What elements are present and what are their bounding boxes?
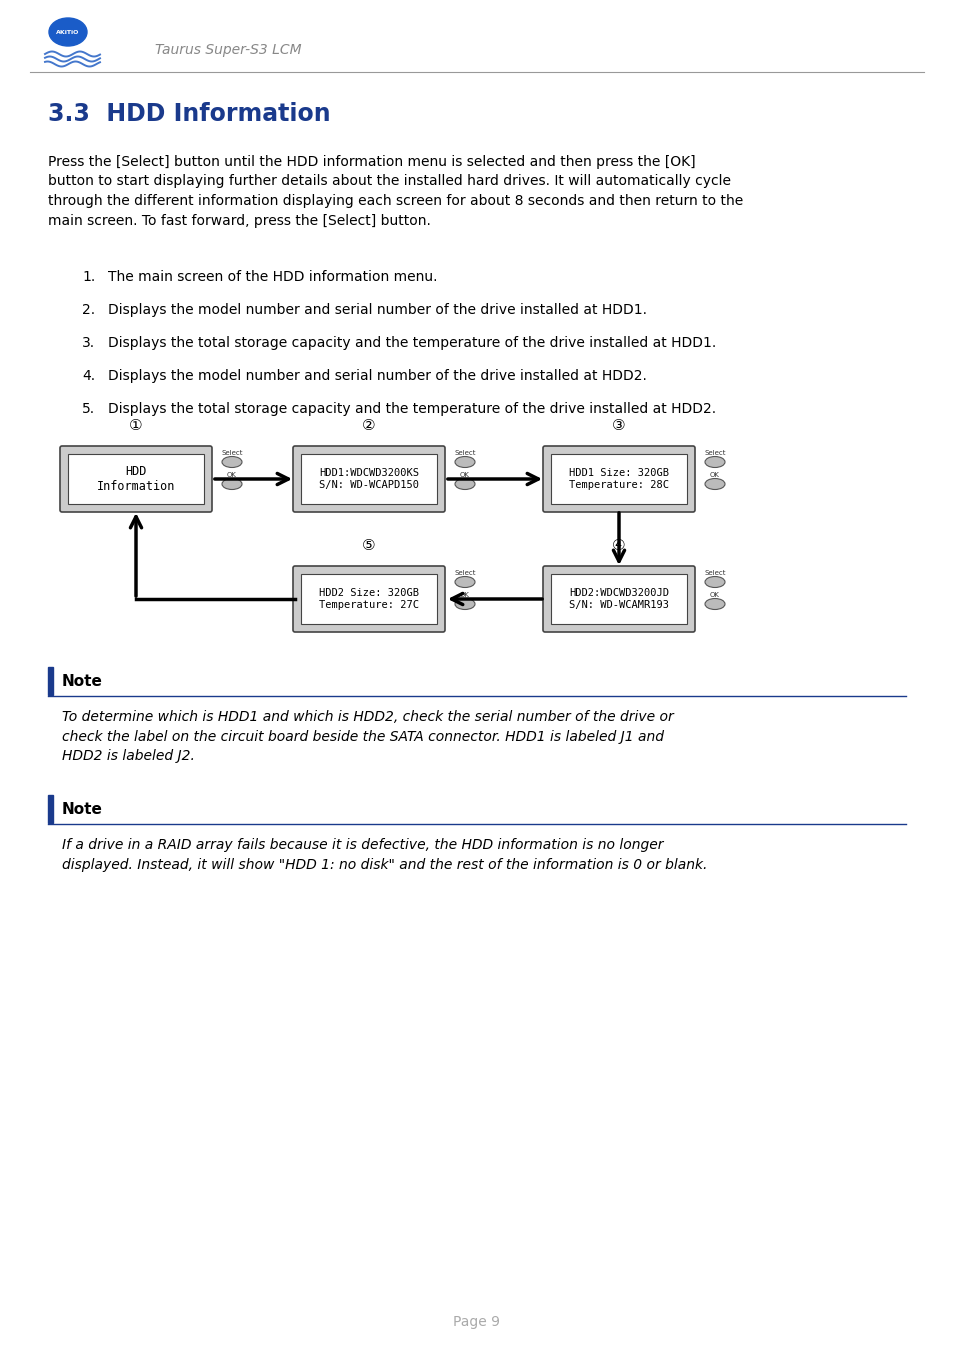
Text: HDD1:WDCWD3200KS
S/N: WD-WCAPD150: HDD1:WDCWD3200KS S/N: WD-WCAPD150 bbox=[318, 468, 418, 490]
FancyBboxPatch shape bbox=[68, 454, 204, 504]
FancyBboxPatch shape bbox=[301, 574, 436, 624]
Text: OK: OK bbox=[459, 472, 470, 478]
Text: Select: Select bbox=[703, 450, 725, 456]
Ellipse shape bbox=[704, 598, 724, 609]
Bar bbox=[48, 795, 53, 824]
Text: Press the [Select] button until the HDD information menu is selected and then pr: Press the [Select] button until the HDD … bbox=[48, 155, 742, 228]
Text: HDD2:WDCWD3200JD
S/N: WD-WCAMR193: HDD2:WDCWD3200JD S/N: WD-WCAMR193 bbox=[568, 589, 668, 610]
Text: ③: ③ bbox=[612, 418, 625, 433]
Text: Displays the total storage capacity and the temperature of the drive installed a: Displays the total storage capacity and … bbox=[108, 402, 716, 416]
Text: HDD2 Size: 320GB
Temperature: 27C: HDD2 Size: 320GB Temperature: 27C bbox=[318, 589, 418, 610]
Text: ④: ④ bbox=[612, 539, 625, 553]
Text: Select: Select bbox=[454, 450, 476, 456]
Text: The main screen of the HDD information menu.: The main screen of the HDD information m… bbox=[108, 270, 437, 284]
Text: ①: ① bbox=[129, 418, 143, 433]
Text: 3.: 3. bbox=[82, 336, 95, 350]
Text: OK: OK bbox=[227, 472, 236, 478]
Text: To determine which is HDD1 and which is HDD2, check the serial number of the dri: To determine which is HDD1 and which is … bbox=[62, 710, 673, 763]
Text: Page 9: Page 9 bbox=[453, 1315, 500, 1328]
Text: OK: OK bbox=[459, 593, 470, 598]
Text: 1.: 1. bbox=[82, 270, 95, 284]
FancyBboxPatch shape bbox=[293, 566, 444, 632]
Text: 4.: 4. bbox=[82, 369, 95, 383]
Ellipse shape bbox=[222, 478, 242, 490]
Text: Note: Note bbox=[62, 802, 103, 817]
Text: HDD
Information: HDD Information bbox=[96, 464, 175, 493]
Text: OK: OK bbox=[709, 472, 720, 478]
Ellipse shape bbox=[704, 478, 724, 490]
Text: OK: OK bbox=[709, 593, 720, 598]
Text: Note: Note bbox=[62, 674, 103, 688]
Text: 5.: 5. bbox=[82, 402, 95, 416]
Ellipse shape bbox=[455, 576, 475, 587]
Text: Displays the model number and serial number of the drive installed at HDD1.: Displays the model number and serial num… bbox=[108, 302, 646, 317]
Text: 3.3  HDD Information: 3.3 HDD Information bbox=[48, 103, 331, 126]
FancyBboxPatch shape bbox=[60, 446, 212, 512]
Ellipse shape bbox=[704, 576, 724, 587]
Ellipse shape bbox=[222, 456, 242, 467]
Text: If a drive in a RAID array fails because it is defective, the HDD information is: If a drive in a RAID array fails because… bbox=[62, 838, 706, 872]
FancyBboxPatch shape bbox=[301, 454, 436, 504]
Text: AKiTiO: AKiTiO bbox=[56, 30, 80, 35]
Ellipse shape bbox=[455, 456, 475, 467]
Text: Select: Select bbox=[703, 570, 725, 576]
Text: 2.: 2. bbox=[82, 302, 95, 317]
FancyBboxPatch shape bbox=[293, 446, 444, 512]
Text: HDD1 Size: 320GB
Temperature: 28C: HDD1 Size: 320GB Temperature: 28C bbox=[568, 468, 668, 490]
FancyBboxPatch shape bbox=[551, 574, 686, 624]
Text: Displays the model number and serial number of the drive installed at HDD2.: Displays the model number and serial num… bbox=[108, 369, 646, 383]
Ellipse shape bbox=[704, 456, 724, 467]
FancyBboxPatch shape bbox=[542, 446, 695, 512]
Text: ⑤: ⑤ bbox=[362, 539, 375, 553]
Text: ②: ② bbox=[362, 418, 375, 433]
Ellipse shape bbox=[455, 478, 475, 490]
FancyBboxPatch shape bbox=[542, 566, 695, 632]
FancyBboxPatch shape bbox=[551, 454, 686, 504]
Text: Select: Select bbox=[221, 450, 242, 456]
Ellipse shape bbox=[455, 598, 475, 609]
Bar bbox=[48, 667, 53, 695]
Text: Taurus Super-S3 LCM: Taurus Super-S3 LCM bbox=[154, 43, 301, 57]
Ellipse shape bbox=[49, 18, 87, 46]
Text: Select: Select bbox=[454, 570, 476, 576]
Text: Displays the total storage capacity and the temperature of the drive installed a: Displays the total storage capacity and … bbox=[108, 336, 716, 350]
